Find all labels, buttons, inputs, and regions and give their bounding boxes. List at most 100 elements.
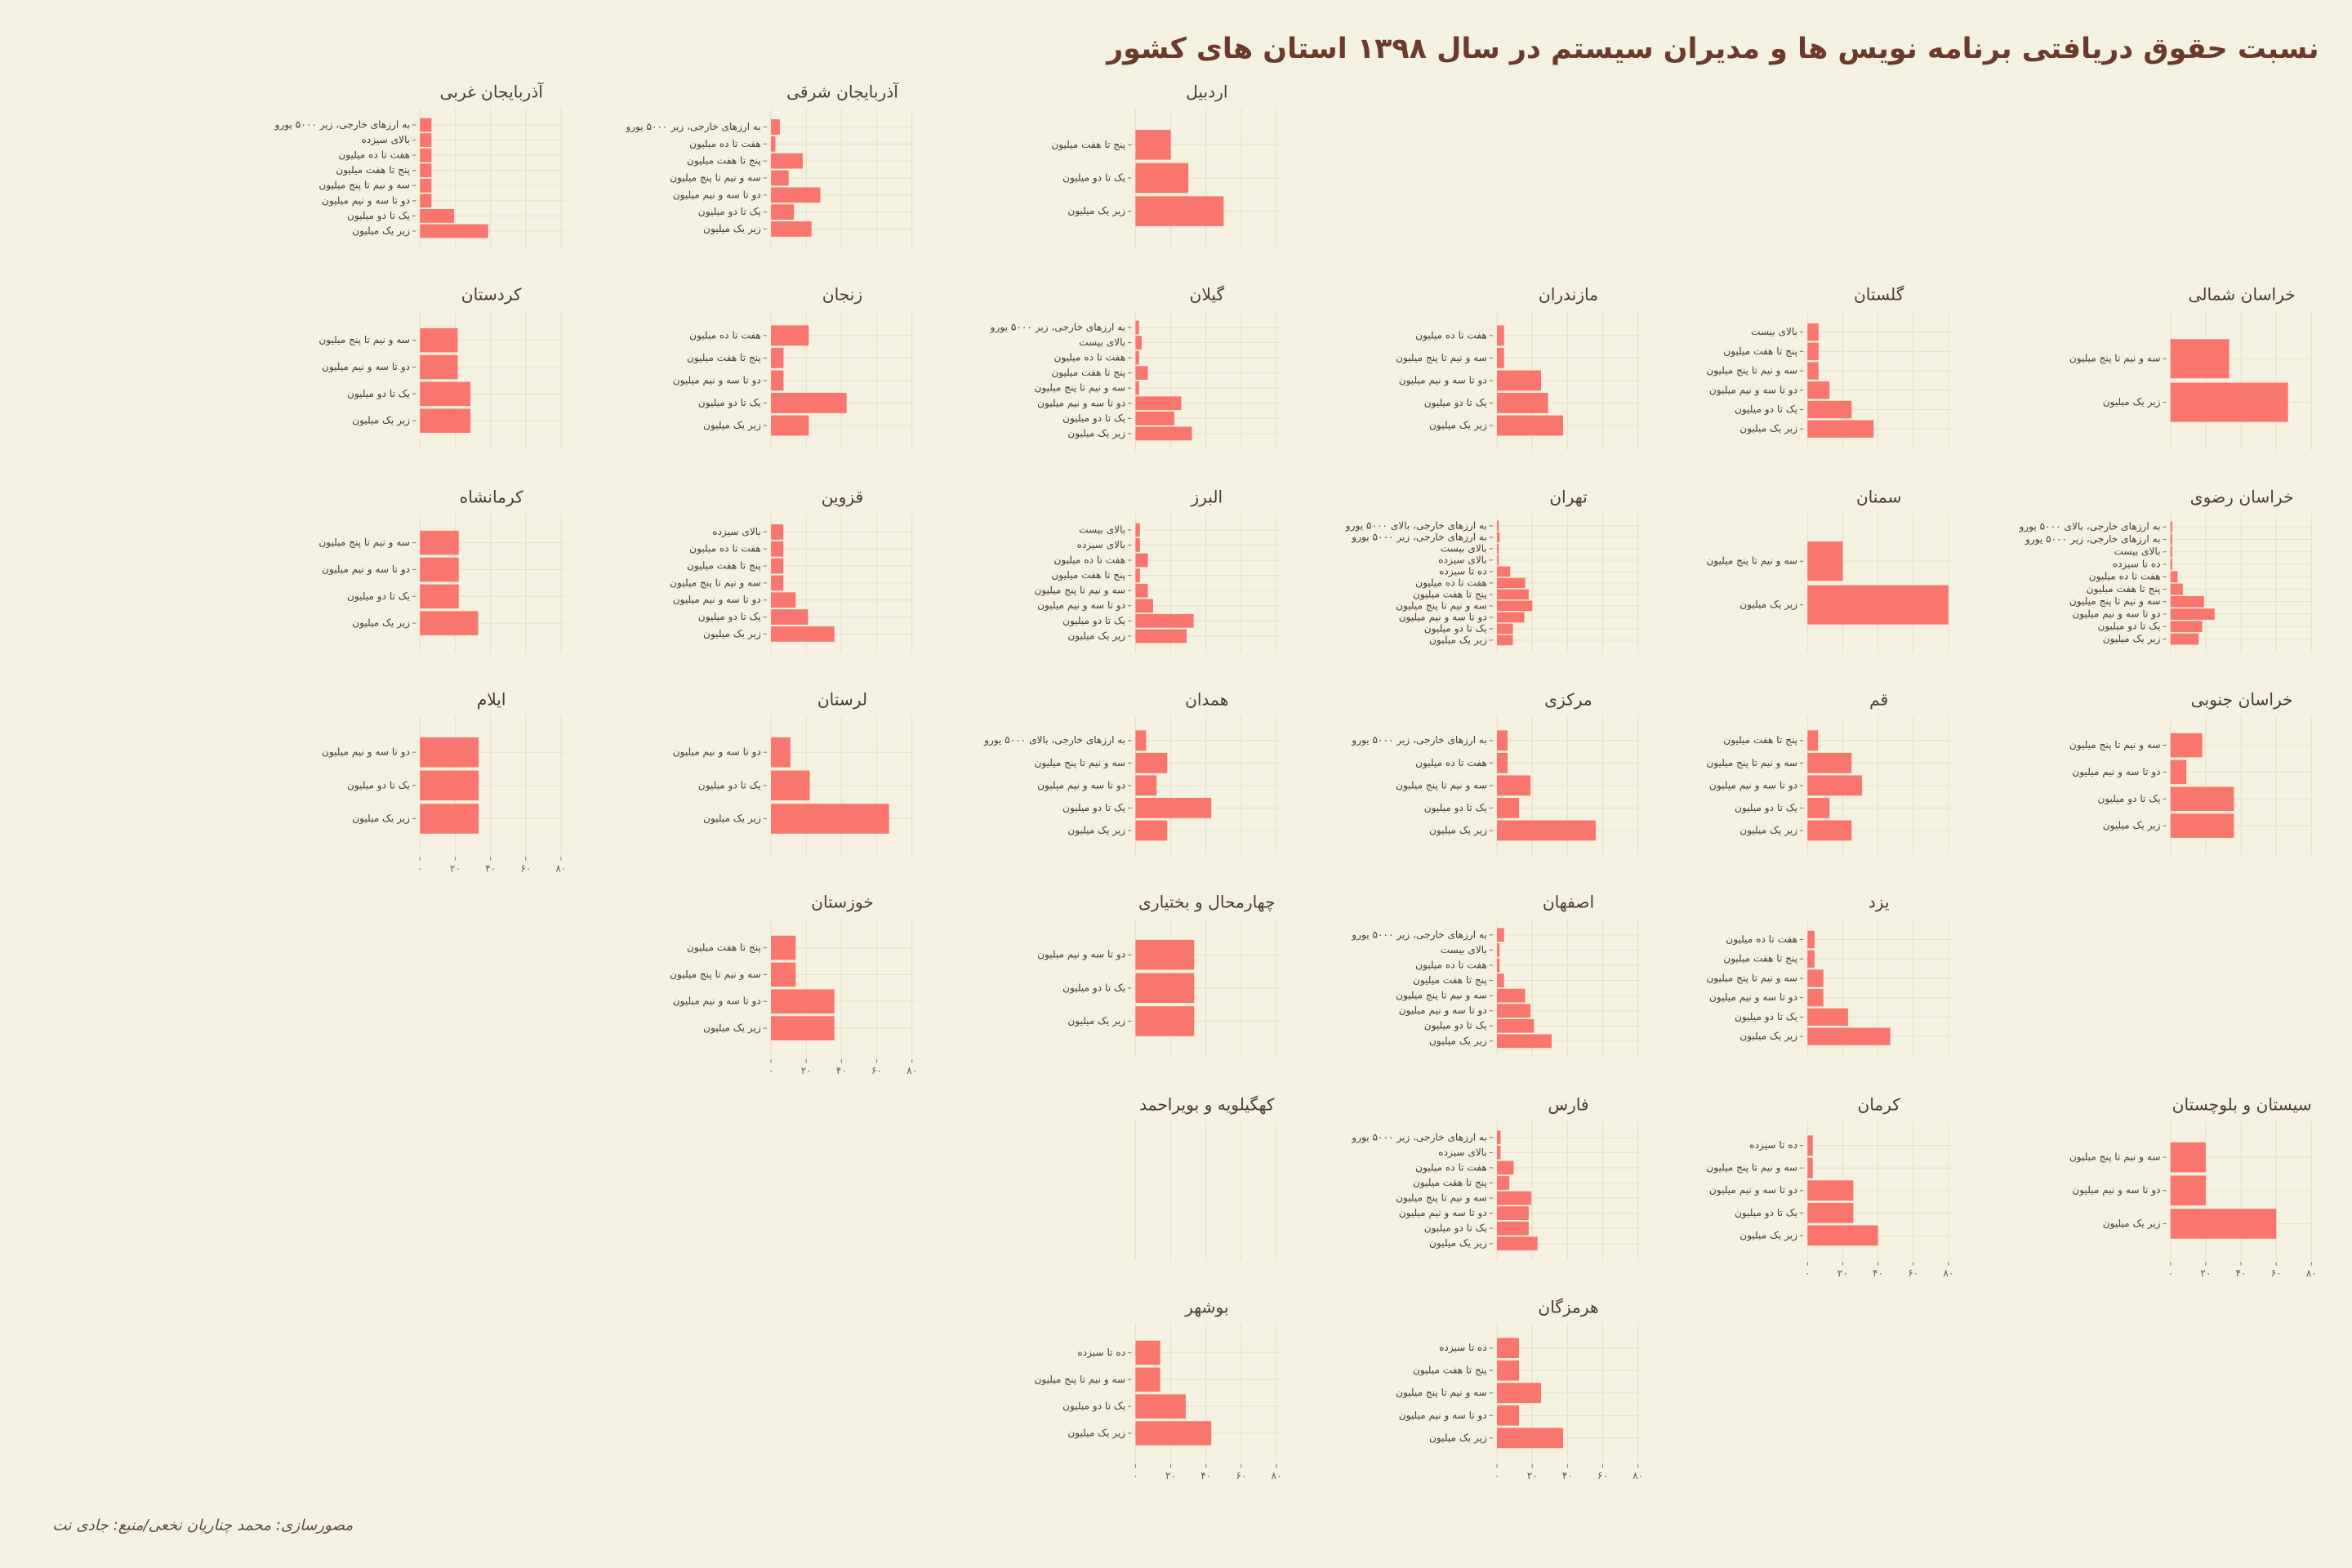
bar bbox=[1807, 1135, 1813, 1156]
bar bbox=[1497, 1191, 1532, 1205]
bar bbox=[420, 133, 432, 147]
bar bbox=[2170, 339, 2230, 379]
bar bbox=[1497, 958, 1500, 973]
category-label: به ارزهای خارجی، بالای ۵۰۰۰ یورو bbox=[2018, 521, 2160, 533]
bar bbox=[420, 804, 479, 834]
bar bbox=[1135, 568, 1140, 582]
category-label: دو تا سه و نیم میلیون bbox=[673, 374, 761, 386]
bar bbox=[771, 626, 835, 642]
category-label: زیر یک میلیون bbox=[1429, 420, 1487, 432]
bar bbox=[1807, 1027, 1891, 1045]
bar bbox=[771, 393, 847, 413]
category-label: بالای بیست bbox=[1079, 336, 1125, 348]
bar bbox=[771, 187, 821, 203]
x-tick-label: ۸۰ bbox=[1943, 1267, 1953, 1279]
category-label: هفت تا ده میلیون bbox=[1415, 577, 1487, 589]
category-label: بالای بیست bbox=[1751, 326, 1797, 337]
bar bbox=[771, 737, 791, 768]
category-label: دو تا سه و نیم میلیون bbox=[2072, 608, 2160, 621]
category-label: ده تا سیزده bbox=[1439, 1342, 1487, 1354]
x-tick-label: ۶۰ bbox=[871, 1065, 882, 1076]
category-label: هفت تا ده میلیون bbox=[1415, 757, 1487, 769]
category-label: هفت تا ده میلیون bbox=[1726, 933, 1797, 946]
category-label: یک تا دو میلیون bbox=[1735, 802, 1797, 814]
category-label: به ارزهای خارجی، بالای ۵۰۰۰ یورو bbox=[983, 734, 1125, 746]
panel-title: مرکزی bbox=[1544, 690, 1592, 710]
bar bbox=[1807, 1180, 1854, 1201]
bar bbox=[2170, 521, 2172, 533]
bar bbox=[1497, 577, 1526, 589]
bar bbox=[1497, 1176, 1510, 1190]
category-label: پنج تا هفت میلیون bbox=[687, 352, 761, 364]
category-label: پنج تا هفت میلیون bbox=[1723, 953, 1797, 965]
bar bbox=[771, 575, 784, 591]
bar bbox=[1135, 629, 1187, 644]
category-label: سه و نیم تا پنج میلیون bbox=[1706, 757, 1797, 769]
bar bbox=[2170, 786, 2234, 812]
category-label: یک تا دو میلیون bbox=[698, 206, 761, 218]
bar bbox=[1135, 775, 1157, 796]
bar bbox=[1135, 583, 1148, 598]
bar bbox=[1807, 820, 1852, 841]
category-label: به ارزهای خارجی، زیر ۵۰۰۰ یورو bbox=[1351, 929, 1487, 941]
category-label: زیر یک میلیون bbox=[352, 415, 410, 427]
panel-title: قزوین bbox=[822, 488, 864, 507]
bar bbox=[1135, 820, 1168, 841]
bar bbox=[1807, 342, 1819, 361]
bar bbox=[420, 148, 432, 163]
x-tick-label: ۶۰ bbox=[1908, 1267, 1918, 1279]
caption: مصورسازی: محمد چناریان نخعی/منبع: جادی ن… bbox=[52, 1517, 353, 1534]
bar bbox=[1807, 541, 1843, 581]
bar bbox=[771, 347, 784, 368]
panel-title: بوشهر bbox=[1184, 1297, 1228, 1316]
bar bbox=[1135, 336, 1142, 350]
bar bbox=[420, 118, 432, 132]
bar bbox=[771, 962, 796, 987]
x-tick-label: ۰ bbox=[2167, 1267, 2173, 1279]
category-label: زیر یک میلیون bbox=[1429, 1237, 1487, 1250]
bar bbox=[2170, 760, 2187, 785]
category-label: سه و نیم تا پنج میلیون bbox=[1396, 352, 1487, 364]
category-label: پنج تا هفت میلیون bbox=[687, 942, 761, 954]
bar bbox=[1497, 775, 1531, 796]
x-tick-label: ۸۰ bbox=[2306, 1267, 2317, 1279]
bar bbox=[1135, 1421, 1212, 1446]
bar bbox=[1135, 411, 1174, 425]
panel-title: خراسان رضوی bbox=[2190, 488, 2294, 507]
category-label: پنج تا هفت میلیون bbox=[1051, 139, 1125, 151]
category-label: زیر یک میلیون bbox=[1740, 423, 1797, 435]
category-label: سه و نیم تا پنج میلیون bbox=[1396, 1387, 1487, 1399]
category-label: ده تا سیزده bbox=[1749, 1139, 1797, 1152]
bar bbox=[1135, 797, 1212, 818]
panel-title: قم bbox=[1869, 690, 1888, 710]
category-label: یک تا دو میلیون bbox=[1424, 397, 1487, 409]
bar bbox=[1135, 196, 1224, 226]
category-label: دو تا سه و نیم میلیون bbox=[322, 746, 410, 759]
bar bbox=[1497, 1405, 1520, 1426]
category-label: پنج تا هفت میلیون bbox=[1413, 1365, 1487, 1377]
category-label: زیر یک میلیون bbox=[1067, 205, 1125, 217]
bar bbox=[420, 557, 459, 582]
bar bbox=[1135, 599, 1153, 613]
category-label: زیر یک میلیون bbox=[1067, 1427, 1125, 1439]
panel-title: خراسان شمالی bbox=[2189, 285, 2296, 305]
category-label: یک تا دو میلیون bbox=[347, 779, 410, 791]
bar bbox=[1497, 589, 1529, 600]
panel-title: آذربایجان شرقی bbox=[786, 82, 899, 102]
panel-title: کرمانشاه bbox=[460, 488, 523, 507]
category-label: یک تا دو میلیون bbox=[1424, 802, 1487, 814]
bar bbox=[1497, 635, 1513, 646]
bar bbox=[771, 370, 784, 391]
bar bbox=[771, 170, 789, 186]
bar bbox=[2170, 595, 2204, 608]
bar bbox=[1807, 1202, 1854, 1223]
bar bbox=[1135, 553, 1148, 568]
panel-title: کهگیلویه و بویراحمد bbox=[1139, 1094, 1275, 1114]
bar bbox=[771, 609, 808, 625]
category-label: به ارزهای خارجی، زیر ۵۰۰۰ یورو bbox=[1351, 1131, 1487, 1143]
category-label: زیر یک میلیون bbox=[1067, 1015, 1125, 1027]
bar bbox=[1807, 969, 1824, 987]
bar bbox=[771, 1016, 835, 1040]
panel-title: یزد bbox=[1869, 893, 1890, 912]
